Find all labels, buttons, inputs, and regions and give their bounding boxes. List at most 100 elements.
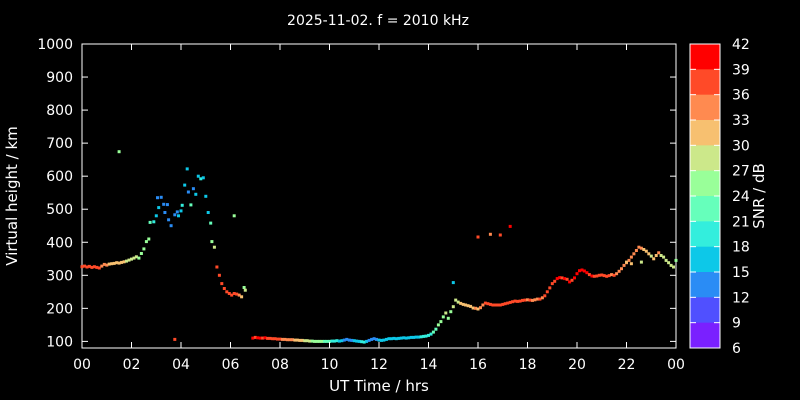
echo-point [134,255,138,259]
echo-point [476,235,480,239]
colorbar-segment [690,94,720,121]
colorbar-tick-label: 21 [732,214,750,230]
x-axis-label: UT Time / hrs [329,377,429,395]
echo-point [481,303,485,307]
echo-point [488,302,492,306]
echo-point [503,302,507,306]
echo-point [148,220,152,224]
echo-point [444,311,448,315]
echo-point [380,338,383,342]
echo-point [157,206,161,210]
echo-point [558,276,562,280]
echo-point [212,245,216,249]
echo-point [474,306,477,310]
echo-point [115,261,119,265]
echo-point [667,261,671,265]
echo-point [372,337,376,341]
colorbar-segment [690,196,720,222]
echo-point [360,340,364,344]
echo-point [232,292,236,295]
echo-point [105,263,109,267]
echo-point [243,288,247,292]
colorbar-tick-label: 12 [732,290,750,306]
echo-point [240,295,244,299]
echo-point [290,338,294,342]
echo-point [404,336,408,340]
echo-point [649,254,653,258]
echo-point [493,303,497,307]
echo-point [266,336,270,340]
echo-point [555,277,559,281]
echo-point [156,196,159,200]
echo-point [283,337,287,341]
echo-point [325,339,329,343]
echo-point [120,260,124,264]
echo-point [585,271,589,275]
echo-point [615,272,619,276]
echo-point [439,320,443,324]
echo-point [335,339,339,343]
echo-point [521,298,524,302]
echo-point [227,292,231,295]
colorbar: 42 39 36 33 30 27 24 21 18 15 12 9 6 [689,37,750,357]
echo-point [122,260,126,264]
echo-point [132,256,136,260]
y-tick-label: 700 [46,136,73,152]
echo-point [137,256,141,260]
echo-point [427,333,430,337]
echo-point [548,286,552,290]
echo-point [305,339,309,343]
echo-point [318,339,322,343]
echo-point [295,338,299,342]
echo-point [627,258,631,262]
echo-point [469,304,473,308]
echo-point [342,338,346,342]
colorbar-tick-label: 27 [732,164,750,180]
echo-point [242,286,246,289]
echo-point [95,265,99,269]
echo-point [173,213,177,217]
echo-point [180,203,184,207]
echo-point [273,337,277,341]
colorbar-segment [690,246,720,273]
echo-point [451,305,455,309]
echo-point [217,273,221,277]
echo-point [251,336,255,340]
echo-point [159,195,163,199]
echo-point [526,298,529,302]
colorbar-tick-label: 39 [732,62,750,78]
echo-point [345,337,349,341]
colorbar-tick-label: 15 [732,265,750,281]
x-tick-label: 16 [469,357,487,373]
echo-point [357,339,361,343]
x-tick-label: 00 [667,357,685,373]
echo-point [173,337,177,341]
plot-frame [81,43,677,349]
echo-point [578,269,581,273]
echo-point [409,335,413,339]
echo-point [87,264,91,268]
echo-point [657,251,661,255]
echo-point [281,337,284,341]
echo-point [602,274,606,278]
echo-point [528,298,532,302]
echo-point [464,303,468,307]
echo-point [516,299,520,303]
echo-point [637,245,641,249]
echo-point [659,254,663,257]
echo-point [654,254,658,257]
echo-point [127,258,131,262]
echo-point [417,335,421,339]
echo-point [501,302,505,306]
echo-point [412,335,416,339]
echo-point [550,282,554,286]
echo-point [237,293,241,297]
echo-point [518,299,522,303]
echo-point [196,174,200,178]
echo-point [617,269,621,273]
echo-point [590,274,594,278]
echo-point [183,183,187,187]
echo-point [365,339,369,343]
echo-point [355,339,359,343]
colorbar-tick-label: 33 [732,113,750,129]
